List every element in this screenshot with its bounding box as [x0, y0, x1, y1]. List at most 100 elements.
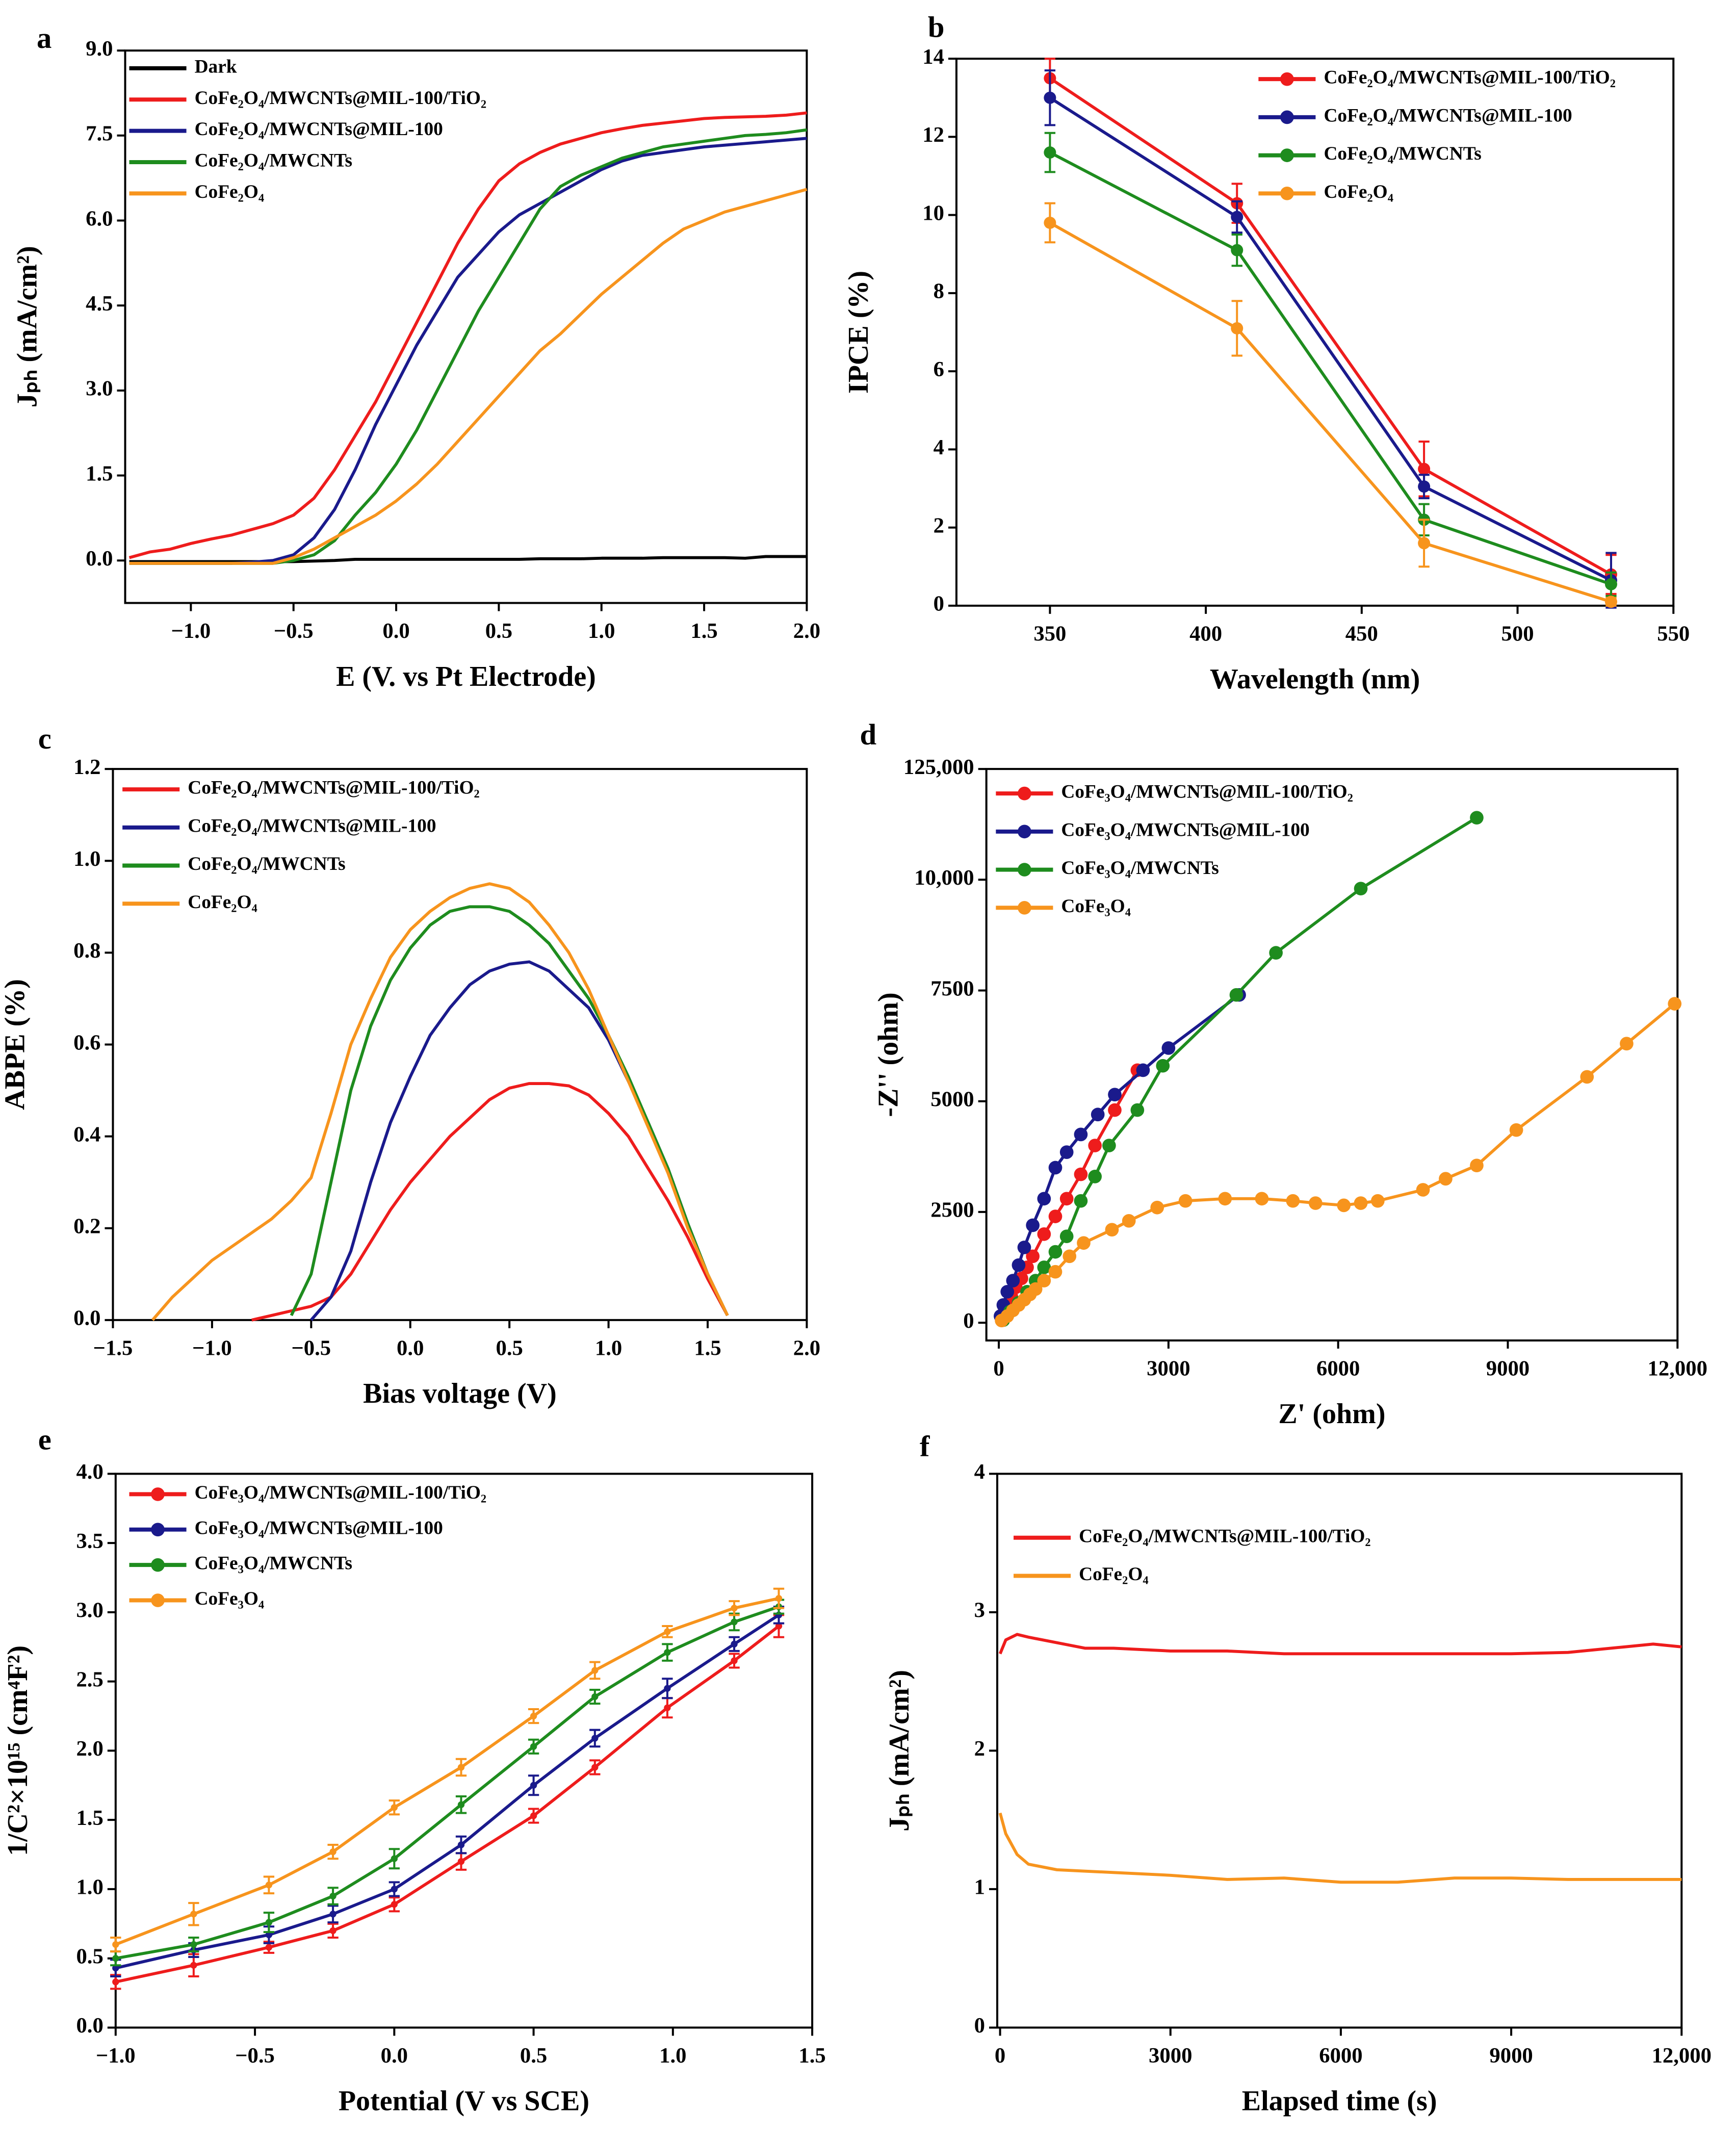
- panel-label: b: [928, 11, 945, 44]
- data-point: [1048, 1209, 1063, 1223]
- y-tick-label: 12: [922, 123, 944, 147]
- data-point: [1048, 1161, 1063, 1175]
- y-tick-label: 4.0: [76, 1460, 103, 1484]
- y-tick-label: 2.5: [76, 1667, 103, 1691]
- data-point: [1059, 1229, 1074, 1244]
- data-point: [265, 1931, 273, 1939]
- data-point: [265, 1919, 273, 1926]
- data-point: [1178, 1194, 1193, 1208]
- x-tick-label: 3000: [1149, 2044, 1192, 2068]
- data-point: [265, 1882, 273, 1889]
- x-tick-label: 0.5: [485, 619, 512, 643]
- legend-label: CoFe₃O₄/MWCNTs@MIL-100: [195, 1517, 443, 1538]
- legend-label: CoFe₂O₄/MWCNTs@MIL-100: [188, 815, 436, 836]
- data-point: [1418, 480, 1431, 493]
- series-line: [1049, 221, 1612, 604]
- data-point: [391, 1901, 398, 1908]
- x-tick-label: 9000: [1486, 1356, 1530, 1380]
- data-point: [1416, 1183, 1430, 1197]
- y-tick-label: 125,000: [903, 755, 974, 779]
- data-point: [1156, 1059, 1170, 1073]
- x-tick-label: 400: [1189, 622, 1222, 646]
- y-tick-label: 7500: [930, 976, 974, 1000]
- y-tick-label: 1.0: [76, 1875, 103, 1899]
- series-line: [998, 1633, 1682, 1656]
- data-point: [1620, 1037, 1634, 1051]
- x-tick-label: 500: [1501, 622, 1534, 646]
- y-tick-label: 6: [934, 357, 944, 381]
- x-tick-label: −1.0: [171, 619, 211, 643]
- x-tick-label: 9000: [1489, 2044, 1533, 2068]
- y-tick-label: 0: [963, 1309, 974, 1333]
- legend-marker: [151, 1593, 165, 1607]
- x-tick-label: 6000: [1316, 1356, 1360, 1380]
- data-point: [1470, 1158, 1484, 1173]
- series-line: [128, 111, 807, 559]
- x-axis-label: Bias voltage (V): [363, 1378, 557, 1409]
- x-tick-label: 1.5: [798, 2044, 825, 2068]
- x-tick-label: 0: [995, 2044, 1005, 2068]
- legend-label: CoFe₂O₄/MWCNTs@MIL-100/TiO₂: [195, 88, 486, 109]
- data-point: [1026, 1218, 1040, 1232]
- data-point: [112, 1965, 119, 1972]
- y-tick-label: 9.0: [86, 37, 113, 61]
- x-tick-label: 1.0: [588, 619, 615, 643]
- legend-label: CoFe₂O₄: [1324, 182, 1393, 202]
- legend-label: CoFe₂O₄: [1079, 1564, 1148, 1585]
- x-tick-label: 0.0: [382, 619, 409, 643]
- y-tick-label: 3.0: [86, 377, 113, 401]
- x-tick-label: −0.5: [291, 1336, 331, 1360]
- plot-frame: [124, 49, 808, 604]
- data-point: [530, 1812, 537, 1819]
- data-point: [1037, 1192, 1051, 1206]
- y-tick-label: 0.0: [86, 547, 113, 571]
- data-point: [265, 1944, 273, 1951]
- y-tick-label: 8: [934, 279, 944, 303]
- data-point: [591, 1693, 599, 1701]
- data-point: [1044, 146, 1056, 159]
- legend-marker: [151, 1558, 165, 1572]
- x-axis-label: E (V. vs Pt Electrode): [336, 661, 596, 692]
- y-tick-label: 3.0: [76, 1599, 103, 1622]
- data-point: [329, 1911, 336, 1918]
- data-point: [1048, 1265, 1063, 1279]
- data-point: [1028, 1282, 1043, 1296]
- legend-marker: [1280, 110, 1294, 124]
- legend-label: CoFe₂O₄/MWCNTs: [188, 854, 345, 874]
- legend-label: CoFe₂O₄/MWCNTs: [1324, 143, 1481, 164]
- data-point: [1130, 1103, 1145, 1117]
- y-tick-label: 2500: [930, 1198, 974, 1222]
- data-point: [1269, 946, 1283, 960]
- legend-label: CoFe₂O₄/MWCNTs@MIL-100: [1324, 105, 1572, 126]
- data-point: [1074, 1167, 1088, 1181]
- x-tick-label: −0.5: [274, 619, 314, 643]
- y-axis-label: Jₚₕ (mA/cm²): [884, 1670, 915, 1832]
- data-point: [1102, 1139, 1116, 1152]
- x-tick-label: 1.0: [595, 1336, 622, 1360]
- data-point: [391, 1886, 398, 1893]
- data-point: [190, 1911, 197, 1918]
- data-point: [391, 1855, 398, 1862]
- legend-label: CoFe₂O₄/MWCNTs: [195, 150, 352, 171]
- series-line: [129, 555, 807, 563]
- series-line: [251, 1082, 729, 1322]
- data-point: [1088, 1139, 1102, 1152]
- data-point: [731, 1657, 738, 1664]
- y-tick-label: 0: [934, 592, 944, 616]
- y-tick-label: 2: [974, 1737, 985, 1761]
- data-point: [591, 1667, 599, 1674]
- y-tick-label: 0.2: [73, 1215, 100, 1239]
- legend-label: CoFe₃O₄/MWCNTs: [1061, 858, 1219, 879]
- legend-label: CoFe₂O₄: [188, 892, 257, 913]
- data-point: [1150, 1200, 1164, 1215]
- legend-marker: [1018, 825, 1031, 839]
- data-point: [1074, 1194, 1088, 1208]
- data-point: [1604, 578, 1617, 590]
- x-tick-label: 0.5: [496, 1336, 523, 1360]
- x-tick-label: −1.5: [93, 1336, 133, 1360]
- data-point: [1668, 997, 1682, 1011]
- data-point: [329, 1892, 336, 1900]
- y-tick-label: 5000: [930, 1088, 974, 1112]
- x-axis-label: Wavelength (nm): [1210, 663, 1420, 695]
- data-point: [1509, 1123, 1523, 1137]
